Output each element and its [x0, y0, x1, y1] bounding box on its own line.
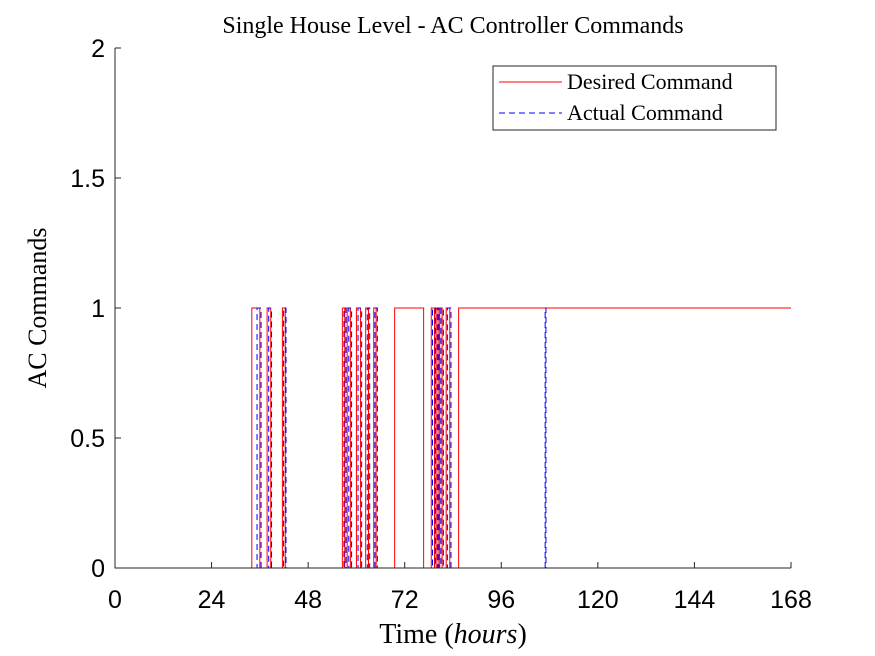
x-tick-label: 72: [391, 586, 419, 614]
x-tick-label: 120: [577, 586, 619, 614]
y-tick-label: 2: [91, 35, 105, 63]
chart-title: Single House Level - AC Controller Comma…: [222, 13, 683, 39]
x-tick-label: 168: [770, 586, 812, 614]
legend-label-actual: Actual Command: [567, 100, 723, 125]
legend-box: [492, 65, 777, 131]
legend-label-desired: Desired Command: [567, 69, 733, 94]
legend: Desired Command Actual Command: [492, 65, 777, 131]
x-tick-label: 48: [294, 586, 322, 614]
series-line-actual-command: [115, 307, 791, 569]
data-lines: [114, 307, 791, 569]
y-ticks: 0 0.5 1 1.5 2: [70, 35, 121, 583]
x-tick-label: 24: [198, 586, 226, 614]
x-tick-label: 96: [487, 586, 515, 614]
y-tick-label: 1: [91, 295, 105, 323]
y-tick-label: 0: [91, 555, 105, 583]
x-ticks: 0 24 48 72 96 120 144 168: [108, 562, 812, 614]
x-tick-label: 0: [108, 586, 122, 614]
y-tick-label: 1.5: [70, 165, 105, 193]
y-axis-label: AC Commands: [23, 227, 52, 388]
x-tick-label: 144: [674, 586, 716, 614]
x-axis-label: Time (hours): [379, 619, 527, 650]
y-tick-label: 0.5: [70, 425, 105, 453]
